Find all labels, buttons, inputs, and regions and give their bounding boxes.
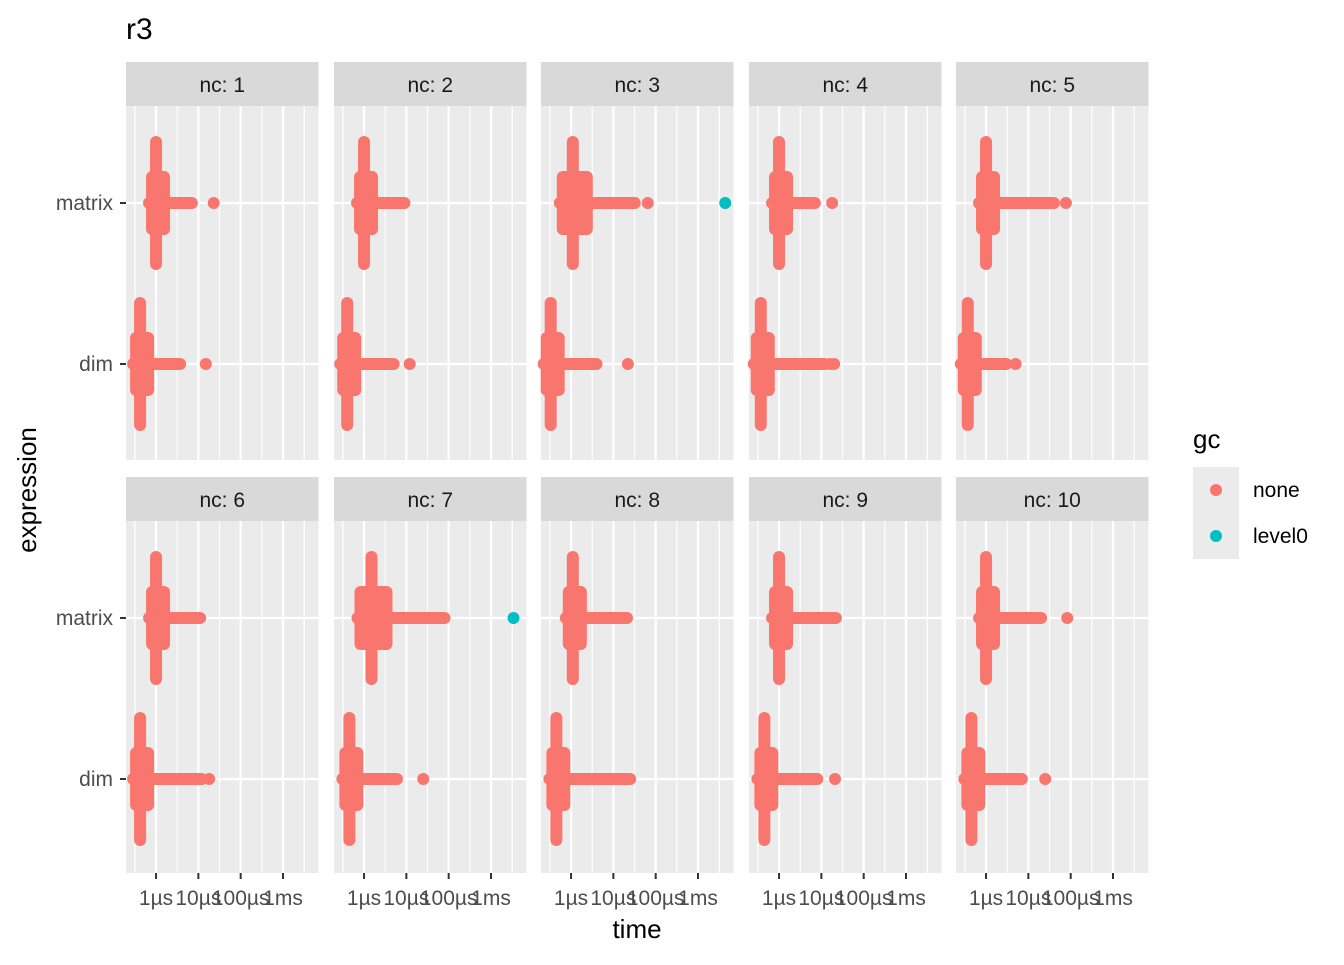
legend-level0-swatch xyxy=(1210,530,1222,542)
facet-label: nc: 2 xyxy=(407,74,453,97)
x-tick-label: 1µs xyxy=(347,887,381,910)
facet-strip xyxy=(126,62,319,106)
chart-title: r3 xyxy=(126,13,153,46)
x-tick-label: 1µs xyxy=(554,887,588,910)
matrix-outlier-point xyxy=(507,612,520,624)
matrix-outlier-point xyxy=(1061,612,1074,624)
facet-strip xyxy=(334,62,527,106)
x-tick-label: 10µs xyxy=(175,887,221,910)
dim-point-tail xyxy=(543,773,637,785)
dim-outlier-point xyxy=(199,358,212,370)
legend-level0-label: level0 xyxy=(1253,525,1308,548)
legend-none-swatch xyxy=(1210,484,1222,496)
x-tick-label: 1ms xyxy=(886,887,926,910)
x-tick-label: 10µs xyxy=(590,887,636,910)
matrix-point-tail xyxy=(553,197,641,209)
panel-background xyxy=(334,521,527,873)
facet-label: nc: 9 xyxy=(822,489,868,512)
x-tick-label: 100µs xyxy=(835,887,893,910)
x-tick-label: 10µs xyxy=(798,887,844,910)
matrix-point-tail xyxy=(766,197,821,209)
dim-point-tail xyxy=(954,358,1013,370)
x-tick-label: 10µs xyxy=(1005,887,1051,910)
facet-strip xyxy=(956,62,1149,106)
dim-point-tail xyxy=(336,773,403,785)
x-tick-label: 1µs xyxy=(139,887,173,910)
x-tick-label: 1ms xyxy=(1093,887,1133,910)
dim-outlier-point xyxy=(417,773,430,785)
x-tick-label: 1ms xyxy=(678,887,718,910)
dim-outlier-point xyxy=(1039,773,1052,785)
facet-label: nc: 5 xyxy=(1029,74,1075,97)
dim-outlier-point xyxy=(828,358,841,370)
facet-strip xyxy=(126,477,319,521)
matrix-outlier-point xyxy=(1059,197,1072,209)
dim-outlier-point xyxy=(403,358,416,370)
facet-label: nc: 1 xyxy=(199,74,245,97)
x-tick-label: 100µs xyxy=(420,887,478,910)
matrix-point-tail xyxy=(559,612,633,624)
x-tick-label: 100µs xyxy=(212,887,270,910)
matrix-point-tail xyxy=(143,612,207,624)
x-tick-label: 1µs xyxy=(969,887,1003,910)
facet-label: nc: 10 xyxy=(1024,489,1081,512)
facet-strip xyxy=(749,62,942,106)
dim-point-tail xyxy=(747,358,831,370)
matrix-point-tail xyxy=(351,612,451,624)
x-tick-label: 100µs xyxy=(627,887,685,910)
facet-strip xyxy=(541,477,734,521)
legend-none-label: none xyxy=(1253,479,1300,502)
dim-point-tail xyxy=(334,358,400,370)
dim-outlier-point xyxy=(828,773,841,785)
facet-label: nc: 6 xyxy=(199,489,245,512)
matrix-outlier-point xyxy=(719,197,732,209)
facet-strip xyxy=(956,477,1149,521)
y-tick-label: matrix xyxy=(56,192,114,215)
matrix-outlier-point xyxy=(641,197,654,209)
x-tick-label: 1ms xyxy=(263,887,303,910)
matrix-point-tail xyxy=(351,197,411,209)
x-tick-label: 10µs xyxy=(383,887,429,910)
y-tick-label: dim xyxy=(79,768,113,791)
facet-strip xyxy=(749,477,942,521)
x-tick-label: 1ms xyxy=(471,887,511,910)
legend-title: gc xyxy=(1193,424,1220,454)
dim-point-tail xyxy=(127,358,187,370)
x-tick-label: 1µs xyxy=(762,887,796,910)
dim-point-tail xyxy=(537,358,603,370)
facet-label: nc: 8 xyxy=(614,489,660,512)
matrix-outlier-point xyxy=(826,197,839,209)
y-axis-title: expression xyxy=(12,427,42,553)
x-tick-label: 100µs xyxy=(1042,887,1100,910)
facet-strip xyxy=(541,62,734,106)
x-axis-title: time xyxy=(612,914,661,944)
dim-outlier-point xyxy=(621,358,634,370)
matrix-outlier-point xyxy=(207,197,220,209)
matrix-point-tail xyxy=(766,612,842,624)
facet-label: nc: 3 xyxy=(614,74,660,97)
matrix-point-tail xyxy=(143,197,198,209)
facet-label: nc: 7 xyxy=(407,489,453,512)
y-tick-label: dim xyxy=(79,353,113,376)
dim-point-tail xyxy=(751,773,824,785)
matrix-point-tail xyxy=(973,612,1048,624)
y-tick-label: matrix xyxy=(56,607,114,630)
dim-outlier-point xyxy=(1009,358,1022,370)
dim-point-tail xyxy=(127,773,208,785)
facet-strip xyxy=(334,477,527,521)
dim-point-tail xyxy=(958,773,1028,785)
facet-label: nc: 4 xyxy=(822,74,868,97)
matrix-point-tail xyxy=(973,197,1060,209)
dim-outlier-point xyxy=(203,773,216,785)
